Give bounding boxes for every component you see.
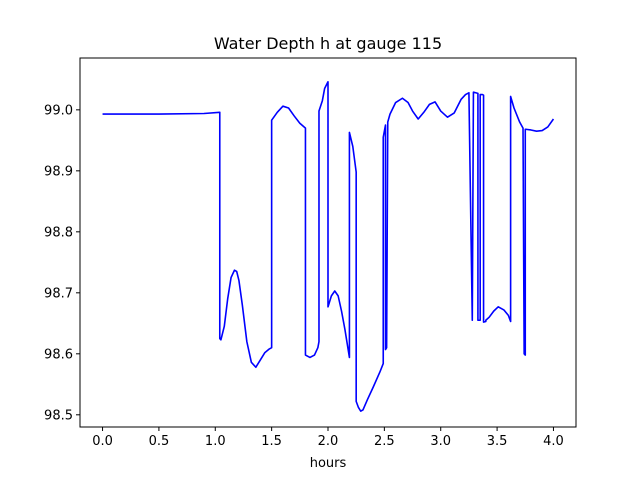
chart-title: Water Depth h at gauge 115 bbox=[214, 34, 442, 53]
x-tick-label: 1.5 bbox=[261, 434, 282, 449]
x-tick-label: 2.0 bbox=[318, 434, 339, 449]
y-tick-label: 98.5 bbox=[44, 408, 73, 423]
x-tick-label: 0.0 bbox=[92, 434, 113, 449]
y-tick-label: 98.7 bbox=[44, 286, 73, 301]
x-tick-label: 3.5 bbox=[487, 434, 508, 449]
x-tick-label: 1.0 bbox=[205, 434, 226, 449]
x-tick-label: 0.5 bbox=[149, 434, 170, 449]
y-axis: 98.5 98.6 98.7 98.8 98.9 99.0 bbox=[44, 103, 80, 423]
y-tick-label: 98.8 bbox=[44, 225, 73, 240]
x-tick-label: 3.0 bbox=[430, 434, 451, 449]
y-tick-label: 99.0 bbox=[44, 103, 73, 118]
x-axis-label: hours bbox=[310, 456, 347, 471]
plot-area bbox=[102, 80, 555, 412]
series-line-1 bbox=[102, 80, 555, 412]
y-tick-label: 98.6 bbox=[44, 347, 73, 362]
x-tick-label: 4.0 bbox=[543, 434, 564, 449]
x-tick-label: 2.5 bbox=[374, 434, 395, 449]
y-tick-label: 98.9 bbox=[44, 164, 73, 179]
x-axis: 0.0 0.5 1.0 1.5 2.0 2.5 3.0 3.5 4.0 bbox=[92, 427, 564, 449]
